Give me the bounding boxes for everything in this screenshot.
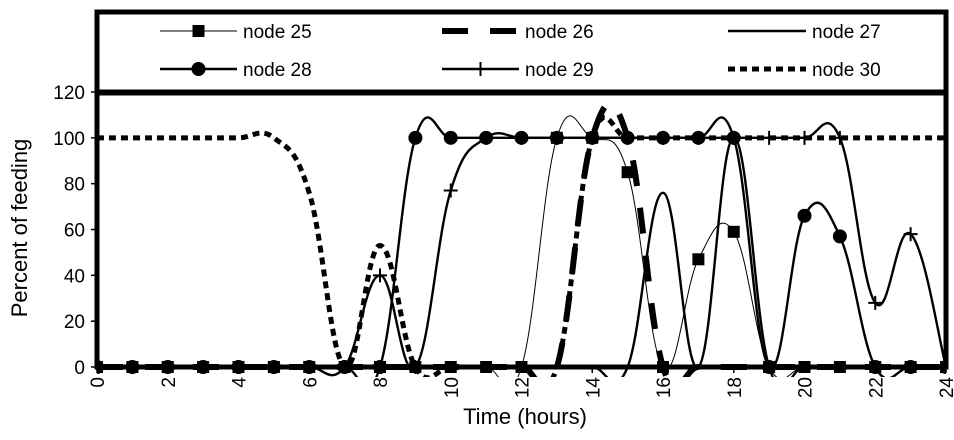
series-node-27 <box>97 136 946 377</box>
y-tick-label: 100 <box>53 129 85 150</box>
y-tick-label: 20 <box>64 312 85 333</box>
legend-item-node-30: node 30 <box>728 60 881 81</box>
x-tick-label: 16 <box>654 377 675 398</box>
x-tick-label: 8 <box>371 377 392 388</box>
x-tick-label: 18 <box>725 377 746 398</box>
data-point-node-29 <box>125 360 140 374</box>
data-point-node-29 <box>514 130 529 145</box>
x-tick-label: 24 <box>937 377 954 399</box>
x-tick-label: 2 <box>159 377 180 388</box>
x-axis-label: Time (hours) <box>463 404 587 429</box>
series-line-node-25 <box>97 115 946 377</box>
legend-marker <box>473 62 488 76</box>
legend-item-node-29: node 29 <box>442 60 594 81</box>
data-point-node-29 <box>903 227 918 242</box>
x-tick-label: 4 <box>230 377 251 388</box>
legend-label: node 26 <box>525 22 594 43</box>
series-line-node-28 <box>97 116 946 377</box>
data-point-node-28 <box>832 229 847 244</box>
series-line-node-26 <box>97 100 946 377</box>
y-tick-label: 60 <box>64 221 85 242</box>
y-axis-label: Percent of feeding <box>7 139 32 318</box>
data-point-node-29 <box>549 130 564 145</box>
data-point-node-29 <box>196 360 211 374</box>
series-node-28 <box>97 116 946 377</box>
series-line-node-29 <box>97 122 946 377</box>
data-point-node-25 <box>692 253 705 266</box>
legend-label: node 30 <box>812 60 881 81</box>
data-point-node-29 <box>443 183 458 198</box>
legend: node 25 node 26 node 27 node 28 node 29 node … <box>160 22 881 81</box>
x-tick-label: 14 <box>583 377 604 399</box>
legend-item-node-27: node 27 <box>728 22 881 43</box>
legend-label: node 28 <box>243 60 312 81</box>
legend-marker <box>191 62 206 76</box>
legend-item-node-26: node 26 <box>442 22 594 43</box>
data-point-node-28 <box>408 130 423 145</box>
data-point-node-29 <box>939 360 946 374</box>
y-tick-label: 0 <box>74 358 85 379</box>
series-layer <box>97 100 946 377</box>
y-tick-label: 120 <box>53 83 85 104</box>
data-point-node-29 <box>266 360 281 374</box>
x-tick-label: 22 <box>866 377 887 398</box>
x-tick-label: 0 <box>88 377 109 388</box>
x-tick-label: 12 <box>513 377 534 398</box>
series-line-node-30 <box>97 115 946 377</box>
data-point-node-25 <box>727 225 740 238</box>
series-line-node-27 <box>97 136 946 377</box>
legend-label: node 27 <box>812 22 881 43</box>
series-node-25 <box>97 115 946 377</box>
x-tick-label: 10 <box>442 377 463 398</box>
series-node-29 <box>97 122 946 377</box>
legend-item-node-28: node 28 <box>160 60 312 81</box>
data-point-node-25 <box>621 166 634 179</box>
legend-label: node 29 <box>525 60 594 81</box>
data-point-node-28 <box>797 208 812 223</box>
data-point-node-29 <box>97 360 104 374</box>
y-tick-label: 80 <box>64 175 85 196</box>
data-point-node-28 <box>762 360 777 374</box>
y-tick-label: 40 <box>64 266 85 287</box>
data-point-node-29 <box>479 130 494 145</box>
data-point-node-28 <box>903 360 918 374</box>
data-point-node-29 <box>868 295 883 310</box>
x-tick-label: 6 <box>300 377 321 388</box>
legend-label: node 25 <box>243 22 312 43</box>
legend-item-node-25: node 25 <box>160 22 312 43</box>
series-node-30 <box>97 115 946 377</box>
data-point-node-28 <box>443 130 458 145</box>
legend-frame <box>94 9 949 96</box>
x-tick-label: 20 <box>796 377 817 398</box>
legend-marker <box>192 25 205 37</box>
series-node-26 <box>97 100 946 377</box>
data-point-node-29 <box>373 268 387 283</box>
